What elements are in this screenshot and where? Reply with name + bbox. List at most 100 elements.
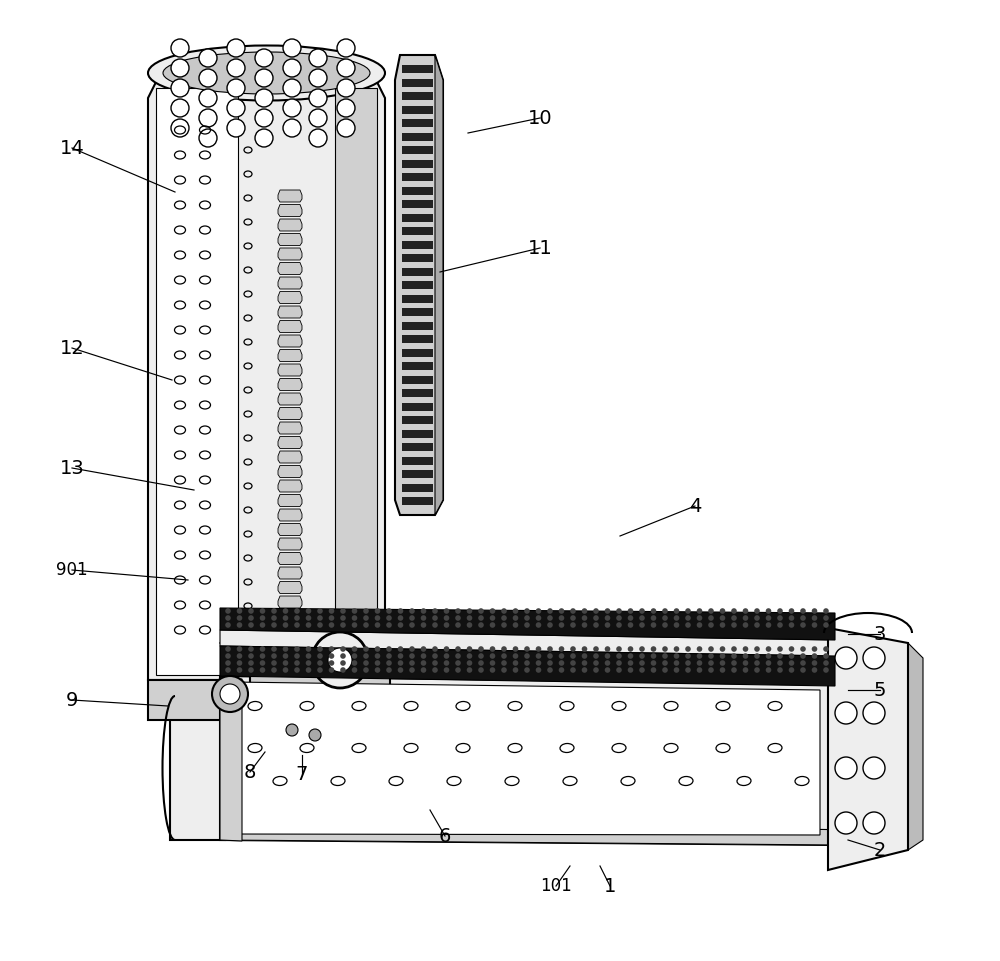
Circle shape [409, 653, 415, 659]
Circle shape [329, 608, 334, 614]
Circle shape [421, 653, 426, 659]
Polygon shape [148, 680, 385, 720]
Circle shape [524, 660, 530, 666]
Circle shape [720, 615, 725, 621]
Polygon shape [278, 190, 302, 202]
Circle shape [720, 646, 725, 652]
Circle shape [662, 615, 668, 621]
Circle shape [789, 660, 794, 666]
Circle shape [255, 49, 273, 67]
Circle shape [605, 622, 610, 628]
Circle shape [283, 39, 301, 57]
Circle shape [731, 653, 737, 659]
Polygon shape [402, 376, 433, 383]
Circle shape [513, 660, 518, 666]
Circle shape [286, 724, 298, 736]
Circle shape [708, 660, 714, 666]
Polygon shape [278, 306, 302, 318]
Circle shape [467, 653, 472, 659]
Circle shape [800, 660, 806, 666]
Circle shape [524, 667, 530, 673]
Circle shape [227, 79, 245, 97]
Circle shape [490, 622, 495, 628]
Circle shape [697, 622, 702, 628]
Circle shape [559, 660, 564, 666]
Polygon shape [278, 364, 302, 376]
Circle shape [789, 667, 794, 673]
Circle shape [271, 608, 277, 614]
Circle shape [467, 667, 472, 673]
Circle shape [708, 615, 714, 621]
Text: 9: 9 [66, 691, 78, 709]
Circle shape [662, 608, 668, 614]
Circle shape [398, 615, 403, 621]
Circle shape [306, 660, 311, 666]
Circle shape [605, 667, 610, 673]
Circle shape [237, 622, 242, 628]
Circle shape [593, 615, 599, 621]
Polygon shape [220, 630, 835, 656]
Polygon shape [278, 538, 302, 550]
Circle shape [570, 646, 576, 652]
Circle shape [547, 646, 553, 652]
Circle shape [283, 79, 301, 97]
Circle shape [697, 667, 702, 673]
Circle shape [720, 653, 725, 659]
Circle shape [363, 667, 369, 673]
Text: 101: 101 [540, 877, 572, 895]
Circle shape [708, 622, 714, 628]
Circle shape [225, 653, 231, 659]
Circle shape [651, 653, 656, 659]
Circle shape [800, 608, 806, 614]
Circle shape [363, 646, 369, 652]
Circle shape [812, 615, 817, 621]
Circle shape [766, 667, 771, 673]
Text: 8: 8 [244, 762, 256, 781]
Circle shape [199, 69, 217, 87]
Polygon shape [402, 389, 433, 397]
Circle shape [467, 622, 472, 628]
Circle shape [444, 667, 449, 673]
Circle shape [199, 109, 217, 127]
Circle shape [386, 667, 392, 673]
Polygon shape [156, 88, 238, 675]
Circle shape [570, 653, 576, 659]
Circle shape [421, 646, 426, 652]
Circle shape [309, 49, 327, 67]
Text: 10: 10 [528, 109, 552, 128]
Circle shape [260, 653, 265, 659]
Circle shape [582, 608, 587, 614]
Polygon shape [402, 92, 433, 100]
Circle shape [754, 615, 760, 621]
Circle shape [605, 608, 610, 614]
Circle shape [513, 608, 518, 614]
Polygon shape [402, 430, 433, 437]
Circle shape [375, 660, 380, 666]
Circle shape [255, 69, 273, 87]
Polygon shape [278, 451, 302, 463]
Polygon shape [250, 630, 390, 690]
Polygon shape [278, 321, 302, 333]
Circle shape [237, 667, 242, 673]
Circle shape [329, 653, 334, 659]
Circle shape [501, 653, 507, 659]
Circle shape [248, 622, 254, 628]
Circle shape [823, 667, 829, 673]
Circle shape [547, 608, 553, 614]
Circle shape [547, 667, 553, 673]
Polygon shape [402, 160, 433, 167]
Circle shape [294, 667, 300, 673]
Circle shape [863, 812, 885, 834]
Circle shape [283, 99, 301, 117]
Polygon shape [278, 422, 302, 434]
Circle shape [490, 653, 495, 659]
Circle shape [352, 653, 357, 659]
Circle shape [398, 660, 403, 666]
Circle shape [294, 646, 300, 652]
Circle shape [812, 608, 817, 614]
Circle shape [260, 660, 265, 666]
Circle shape [662, 622, 668, 628]
Circle shape [731, 615, 737, 621]
Circle shape [754, 667, 760, 673]
Circle shape [582, 653, 587, 659]
